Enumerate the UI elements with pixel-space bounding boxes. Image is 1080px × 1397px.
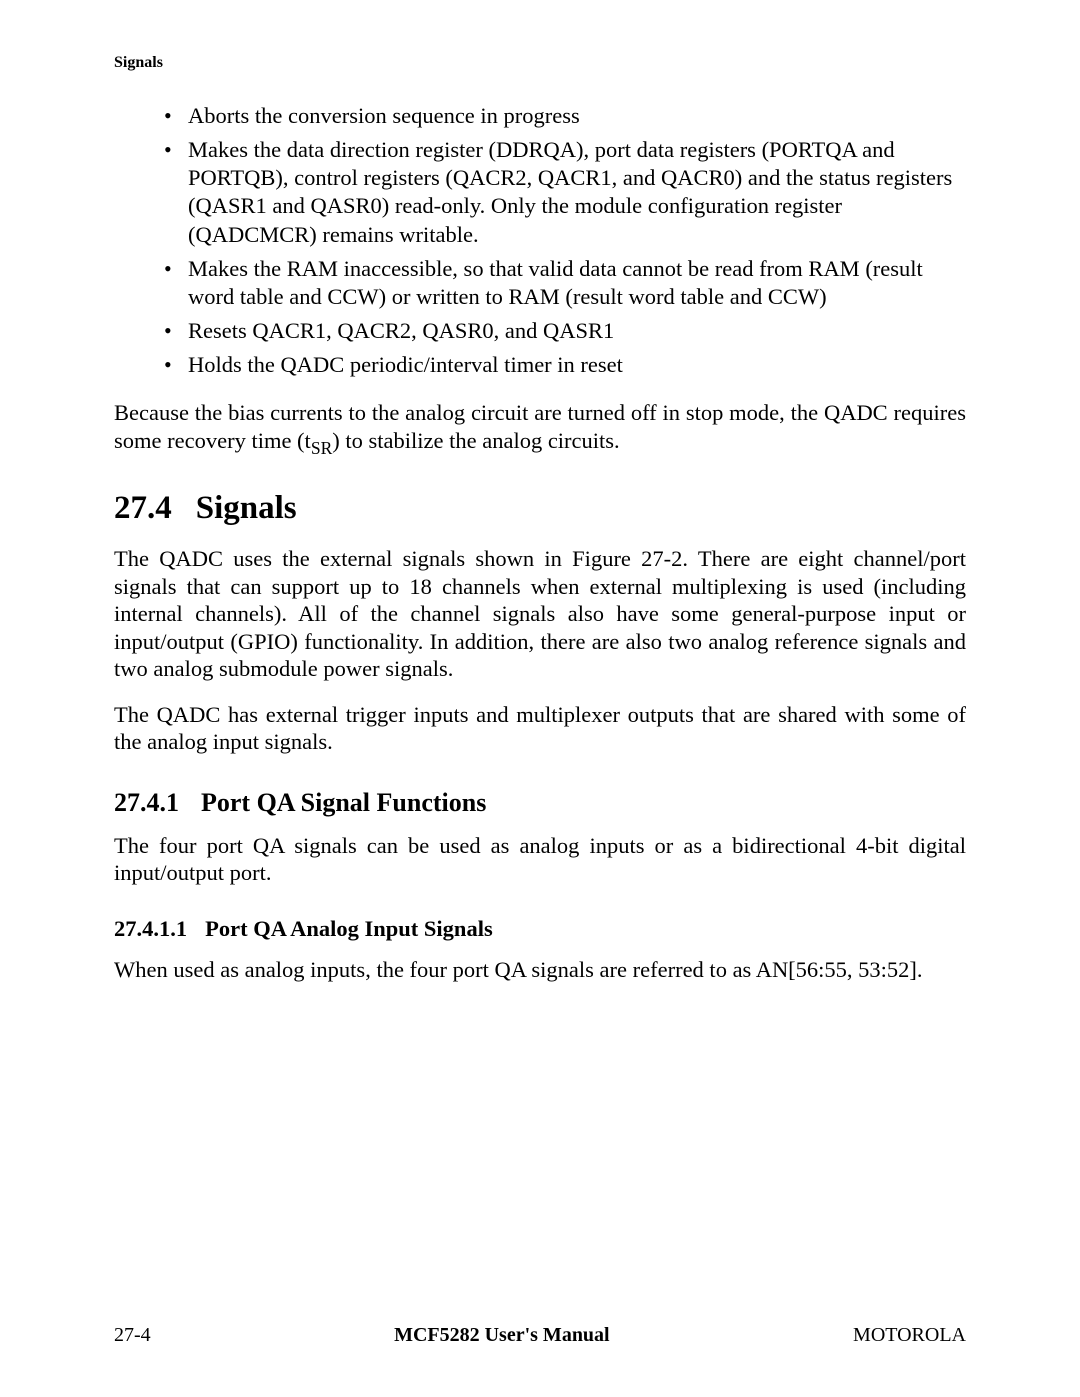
footer-page-number: 27-4 xyxy=(114,1324,151,1347)
subscript: SR xyxy=(311,438,332,458)
heading-port-qa: 27.4.1 Port QA Signal Functions xyxy=(114,788,966,818)
para-stop-mode: Because the bias currents to the analog … xyxy=(114,399,966,458)
para-port-qa: The four port QA signals can be used as … xyxy=(114,832,966,887)
list-item: Aborts the conversion sequence in progre… xyxy=(164,102,966,130)
list-item: Resets QACR1, QACR2, QASR0, and QASR1 xyxy=(164,317,966,345)
para-port-qa-analog: When used as analog inputs, the four por… xyxy=(114,956,966,983)
bullet-list: Aborts the conversion sequence in progre… xyxy=(164,102,966,379)
heading-number: 27.4.1 xyxy=(114,788,179,817)
heading-title: Port QA Signal Functions xyxy=(201,788,486,817)
heading-signals: 27.4 Signals xyxy=(114,490,966,527)
list-item: Holds the QADC periodic/interval timer i… xyxy=(164,351,966,379)
list-item: Makes the RAM inaccessible, so that vali… xyxy=(164,255,966,311)
page: Signals Aborts the conversion sequence i… xyxy=(0,0,1080,1397)
running-head: Signals xyxy=(114,54,966,72)
text: ) to stabilize the analog circuits. xyxy=(332,428,619,453)
heading-number: 27.4.1.1 xyxy=(114,916,187,941)
footer-brand: MOTOROLA xyxy=(853,1324,966,1347)
heading-port-qa-analog: 27.4.1.1 Port QA Analog Input Signals xyxy=(114,916,966,942)
para-signals-2: The QADC has external trigger inputs and… xyxy=(114,701,966,756)
footer-manual-title: MCF5282 User's Manual xyxy=(394,1324,610,1347)
page-footer: 27-4 MCF5282 User's Manual MOTOROLA xyxy=(114,1324,966,1347)
heading-title: Port QA Analog Input Signals xyxy=(205,916,493,941)
heading-number: 27.4 xyxy=(114,490,172,526)
heading-title: Signals xyxy=(196,490,297,526)
para-signals-1: The QADC uses the external signals shown… xyxy=(114,545,966,682)
list-item: Makes the data direction register (DDRQA… xyxy=(164,136,966,249)
